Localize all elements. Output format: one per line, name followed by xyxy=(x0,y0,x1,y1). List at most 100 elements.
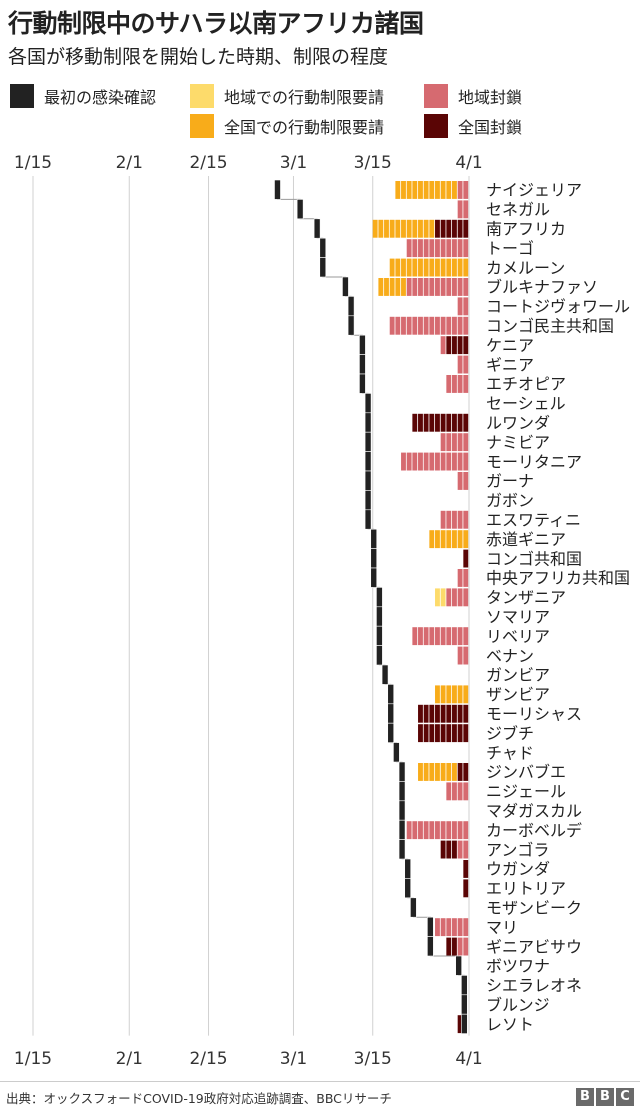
first-case-connector xyxy=(276,180,465,1034)
first-case-marker xyxy=(364,412,372,433)
first-case-marker xyxy=(461,975,468,996)
measure-cell-national-lockdown xyxy=(423,704,429,723)
measure-cell-national-lockdown xyxy=(463,724,469,743)
measure-cell-national-request xyxy=(378,219,384,238)
first-case-marker xyxy=(398,800,406,821)
measure-cell-regional-lockdown xyxy=(440,627,446,646)
measure-cell-national-request xyxy=(423,181,429,199)
x-tick-label: 2/1 xyxy=(116,1049,143,1069)
legend-swatch-national-request xyxy=(190,114,214,138)
measure-cell-regional-lockdown xyxy=(457,569,463,587)
country-label: コートジヴォワール xyxy=(486,297,630,316)
measure-cell-regional-lockdown xyxy=(457,297,463,316)
country-label: ボツワナ xyxy=(486,957,550,976)
country-label: 中央アフリカ共和国 xyxy=(486,569,630,588)
country-label: ブルキナファソ xyxy=(486,278,598,297)
country-label: トーゴ xyxy=(486,239,534,258)
measure-cell-national-lockdown xyxy=(457,336,463,355)
country-label: カーボベルデ xyxy=(486,821,582,840)
country-label: ガンビア xyxy=(486,666,550,685)
first-case-marker xyxy=(364,509,372,530)
first-case-marker xyxy=(364,470,372,491)
measure-cell-regional-lockdown xyxy=(412,821,418,840)
measure-cell-regional-lockdown xyxy=(446,627,452,646)
first-case-marker xyxy=(370,567,378,588)
measure-cell-regional-lockdown xyxy=(452,510,457,529)
legend-swatch-regional-request xyxy=(190,84,214,108)
measure-cell-national-request xyxy=(435,685,440,704)
measure-cell-national-request xyxy=(435,181,440,199)
first-case-marker xyxy=(404,878,412,899)
measure-cell-national-request xyxy=(418,219,423,238)
measure-cell-regional-lockdown xyxy=(401,452,406,471)
measure-cell-regional-lockdown xyxy=(423,452,429,471)
measure-cell-regional-lockdown xyxy=(440,336,446,355)
measure-cell-regional-lockdown xyxy=(440,821,446,840)
first-case-marker xyxy=(461,1013,468,1034)
measure-cell-national-lockdown xyxy=(452,704,457,723)
country-label: アンゴラ xyxy=(486,840,549,859)
measure-cell-national-lockdown xyxy=(418,724,423,743)
country-label: コンゴ民主共和国 xyxy=(486,317,614,336)
measure-cell-national-lockdown xyxy=(446,336,452,355)
measure-cell-national-lockdown xyxy=(457,1015,463,1034)
first-case-marker xyxy=(393,742,400,763)
measure-cell-regional-lockdown xyxy=(395,316,401,335)
measure-cell-national-lockdown xyxy=(463,336,469,355)
x-tick-label: 1/15 xyxy=(14,153,52,173)
measure-cell-national-request xyxy=(435,530,440,549)
measure-cell-national-request xyxy=(446,685,452,704)
measure-cell-national-request xyxy=(452,685,457,704)
measure-cell-regional-lockdown xyxy=(463,646,469,665)
legend-swatch-regional-lockdown xyxy=(424,84,448,108)
measure-cell-regional-lockdown xyxy=(418,239,423,258)
measure-cell-regional-lockdown xyxy=(457,278,463,296)
measure-cell-regional-lockdown xyxy=(457,200,463,219)
measure-cell-regional-lockdown xyxy=(401,316,406,335)
measure-cell-regional-lockdown xyxy=(412,627,418,646)
measure-cell-regional-lockdown xyxy=(412,316,418,335)
first-case-marker xyxy=(319,257,327,278)
measure-cell-regional-lockdown xyxy=(418,821,423,840)
measure-cell-regional-lockdown xyxy=(463,510,469,529)
grid-lines xyxy=(32,176,470,1036)
first-case-marker xyxy=(376,587,383,608)
measure-cell-regional-lockdown xyxy=(457,510,463,529)
measure-cell-national-lockdown xyxy=(452,219,457,238)
first-case-marker xyxy=(319,237,327,258)
measure-cell-national-request xyxy=(418,763,423,781)
country-label: ガボン xyxy=(486,491,534,510)
measure-cell-regional-lockdown xyxy=(452,433,457,452)
measure-cell-national-request xyxy=(423,763,429,781)
measure-cell-national-request xyxy=(406,258,412,277)
country-label: エスワティニ xyxy=(486,511,581,530)
measure-cell-national-lockdown xyxy=(452,724,457,743)
measure-cell-national-request xyxy=(384,278,389,296)
measure-cell-regional-lockdown xyxy=(457,355,463,374)
measure-cell-national-request xyxy=(401,278,406,296)
bbc-logo: B B C xyxy=(576,1088,634,1106)
country-label: マダガスカル xyxy=(486,802,582,821)
measure-cell-national-request xyxy=(457,258,463,277)
measure-cell-regional-lockdown xyxy=(440,918,446,937)
measure-cell-regional-lockdown xyxy=(446,918,452,937)
measure-cell-regional-lockdown xyxy=(452,316,457,335)
country-label: ニジェール xyxy=(486,782,566,801)
measure-cell-regional-lockdown xyxy=(452,918,457,937)
measure-cell-regional-lockdown xyxy=(446,588,452,607)
measure-cell-regional-lockdown xyxy=(435,627,440,646)
measure-cell-regional-lockdown xyxy=(463,375,469,393)
x-tick-label: 4/1 xyxy=(455,1049,482,1069)
measure-cell-regional-lockdown xyxy=(440,433,446,452)
legend-label-first-case: 最初の感染確認 xyxy=(44,88,157,107)
measure-cell-regional-lockdown xyxy=(429,239,435,258)
measure-cell-regional-lockdown xyxy=(463,433,469,452)
measure-cell-national-lockdown xyxy=(452,937,457,956)
measure-cell-national-request xyxy=(418,181,423,199)
measure-cell-national-lockdown xyxy=(412,413,418,432)
measure-cell-national-lockdown xyxy=(457,704,463,723)
measure-cell-regional-lockdown xyxy=(412,452,418,471)
measure-bars xyxy=(372,181,469,1034)
measure-cell-national-request xyxy=(429,530,435,549)
measure-cell-regional-lockdown xyxy=(435,918,440,937)
